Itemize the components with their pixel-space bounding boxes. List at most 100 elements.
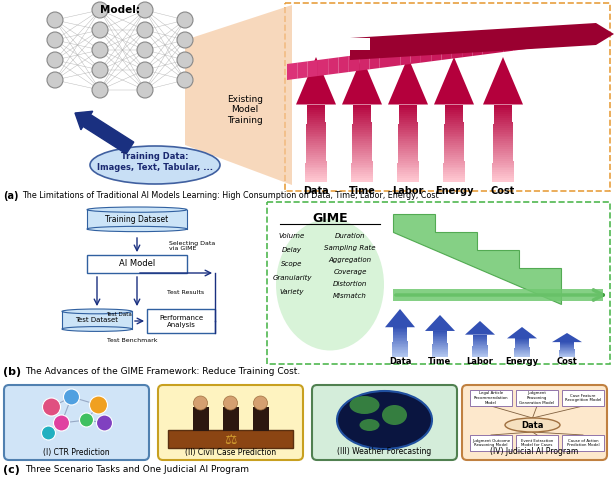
Bar: [352, 137, 372, 139]
Bar: [397, 172, 419, 174]
Polygon shape: [385, 309, 415, 327]
Bar: [494, 128, 513, 130]
Bar: [306, 161, 327, 162]
Text: Energy: Energy: [505, 358, 538, 366]
Bar: [393, 329, 407, 330]
Polygon shape: [483, 57, 523, 105]
Polygon shape: [359, 54, 370, 71]
Text: Labor: Labor: [392, 186, 424, 196]
Text: Distortion: Distortion: [333, 281, 367, 287]
Bar: [392, 354, 408, 355]
Bar: [494, 124, 513, 126]
Bar: [87, 210, 187, 229]
Bar: [352, 145, 372, 147]
Bar: [432, 356, 448, 357]
Circle shape: [42, 398, 61, 416]
Bar: [492, 180, 514, 182]
Bar: [307, 110, 325, 112]
Bar: [352, 147, 372, 149]
Text: Test Benchmark: Test Benchmark: [107, 337, 157, 343]
Text: Training Data:
Images, Text, Tabular, ...: Training Data: Images, Text, Tabular, ..…: [97, 152, 213, 172]
Circle shape: [92, 42, 108, 58]
Bar: [492, 164, 513, 166]
Circle shape: [47, 72, 63, 88]
Text: (I) CTR Prediction: (I) CTR Prediction: [43, 447, 110, 456]
Bar: [252, 407, 268, 431]
Bar: [392, 339, 407, 340]
Bar: [306, 128, 325, 130]
Bar: [351, 168, 373, 170]
Bar: [147, 309, 215, 333]
Bar: [470, 435, 512, 451]
Bar: [353, 112, 371, 114]
Bar: [494, 116, 512, 118]
Text: Data: Data: [521, 420, 543, 429]
Bar: [443, 172, 465, 174]
Bar: [352, 128, 371, 130]
Bar: [494, 126, 513, 128]
Bar: [445, 105, 463, 107]
Bar: [432, 351, 448, 352]
Bar: [432, 346, 448, 347]
Bar: [353, 108, 371, 110]
Bar: [493, 145, 513, 147]
Bar: [305, 162, 327, 164]
Bar: [306, 147, 326, 149]
Bar: [494, 105, 512, 107]
Ellipse shape: [276, 219, 384, 350]
Bar: [397, 174, 419, 176]
Ellipse shape: [62, 309, 132, 314]
Bar: [432, 348, 448, 349]
Bar: [306, 120, 325, 122]
Bar: [493, 130, 513, 132]
Text: GIME: GIME: [312, 212, 348, 225]
Bar: [445, 118, 464, 120]
Bar: [472, 348, 488, 349]
Bar: [399, 110, 417, 112]
Bar: [432, 345, 448, 346]
Bar: [306, 134, 326, 135]
Circle shape: [177, 72, 193, 88]
Circle shape: [92, 22, 108, 38]
Bar: [493, 137, 513, 139]
Bar: [393, 335, 407, 336]
Bar: [306, 132, 326, 134]
Bar: [445, 122, 464, 124]
Circle shape: [47, 52, 63, 68]
Bar: [398, 122, 418, 124]
Bar: [306, 143, 326, 145]
Bar: [398, 151, 418, 153]
Bar: [398, 137, 418, 139]
Bar: [392, 340, 408, 341]
Polygon shape: [349, 54, 359, 72]
Bar: [443, 168, 465, 170]
Bar: [398, 128, 418, 130]
Bar: [433, 332, 447, 333]
Bar: [351, 170, 373, 172]
Circle shape: [42, 426, 55, 440]
Bar: [392, 342, 408, 343]
Bar: [392, 350, 408, 351]
Bar: [443, 178, 465, 180]
Bar: [492, 174, 514, 176]
Bar: [494, 110, 512, 112]
Bar: [306, 155, 327, 157]
Bar: [432, 353, 448, 354]
Bar: [306, 145, 326, 147]
Bar: [443, 161, 465, 162]
Circle shape: [137, 82, 153, 98]
Bar: [392, 344, 408, 345]
Bar: [306, 151, 326, 153]
Bar: [392, 355, 408, 356]
Bar: [306, 118, 325, 120]
Bar: [444, 135, 464, 137]
Text: Time: Time: [429, 358, 452, 366]
Polygon shape: [503, 35, 513, 52]
Polygon shape: [493, 36, 503, 54]
Bar: [473, 341, 488, 342]
Bar: [492, 162, 513, 164]
Bar: [445, 126, 464, 128]
Bar: [267, 202, 610, 364]
Text: Selecting Data
via GIME: Selecting Data via GIME: [169, 241, 216, 252]
Text: Existing
Model
Training: Existing Model Training: [227, 95, 263, 125]
